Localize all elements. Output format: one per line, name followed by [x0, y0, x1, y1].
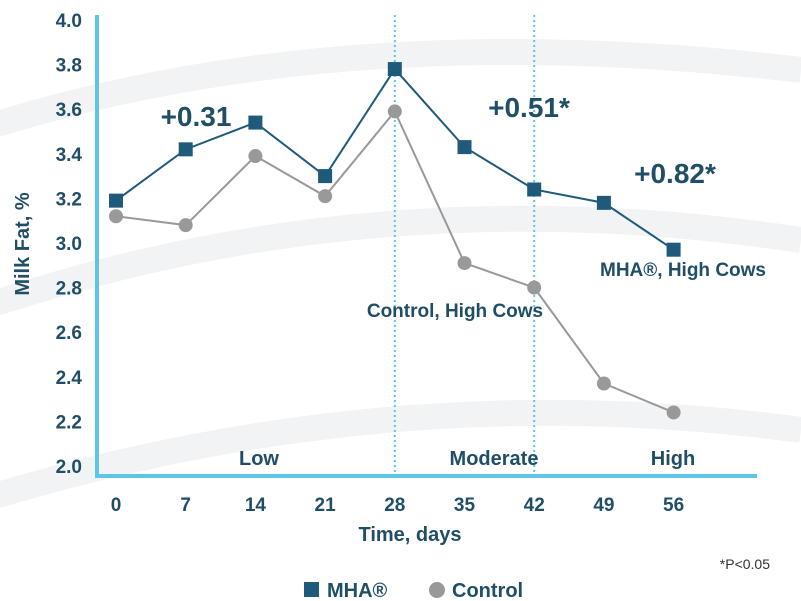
data-point-mha: [387, 62, 402, 77]
x-tick-label: 35: [454, 495, 476, 516]
y-axis-title: Milk Fat, %: [12, 192, 34, 296]
legend-marker-control: [429, 582, 445, 598]
data-point-mha: [527, 182, 542, 197]
x-axis-title: Time, days: [358, 524, 461, 546]
region-label-low: Low: [239, 448, 279, 470]
data-point-mha: [178, 142, 193, 157]
data-point-control: [387, 104, 402, 119]
x-tick-label: 0: [111, 495, 122, 516]
x-tick-label: 28: [384, 495, 405, 516]
data-point-control: [248, 149, 263, 164]
x-tick-label: 56: [663, 495, 684, 516]
y-tick-label: 2.2: [56, 412, 82, 433]
legend-label-control: Control: [452, 580, 523, 601]
data-point-mha: [666, 242, 681, 257]
y-tick-label: 4.0: [56, 11, 82, 32]
data-point-mha: [109, 193, 123, 208]
legend: MHA® Control: [304, 580, 523, 601]
y-tick-label: 2.8: [56, 279, 82, 300]
y-tick-label: 2.4: [56, 368, 83, 389]
footnote: *P<0.05: [720, 556, 770, 572]
data-point-mha: [248, 115, 263, 130]
data-point-control: [109, 209, 123, 224]
legend-marker-mha: [304, 582, 319, 597]
data-point-mha: [318, 169, 333, 184]
annotation-moderate: +0.51*: [488, 92, 570, 123]
y-tick-label: 2.0: [56, 457, 82, 478]
region-label-moderate: Moderate: [450, 448, 539, 470]
y-tick-label: 3.2: [56, 189, 82, 210]
x-tick-label: 14: [245, 495, 267, 516]
x-tick-label: 21: [315, 495, 337, 516]
x-tick-label: 49: [593, 495, 614, 516]
data-point-mha: [457, 140, 472, 155]
series-label-control: Control, High Cows: [367, 301, 543, 322]
y-tick-label: 3.8: [56, 56, 82, 77]
data-point-control: [527, 280, 542, 295]
series-label-mha: MHA®, High Cows: [600, 260, 766, 281]
data-point-control: [596, 376, 611, 391]
data-point-control: [178, 218, 193, 233]
annotation-low: +0.31: [161, 101, 232, 132]
data-point-control: [666, 405, 681, 420]
y-tick-label: 2.6: [56, 323, 82, 344]
region-label-high: High: [651, 448, 695, 470]
legend-label-mha: MHA®: [327, 580, 388, 601]
x-tick-label: 7: [180, 495, 191, 516]
y-tick-label: 3.6: [56, 100, 82, 121]
y-tick-label: 3.4: [56, 145, 83, 166]
x-tick-label: 42: [524, 495, 545, 516]
y-tick-label: 3.0: [56, 234, 82, 255]
annotation-high: +0.82*: [634, 158, 716, 189]
data-point-control: [457, 256, 472, 271]
data-point-mha: [596, 195, 611, 210]
data-point-control: [318, 189, 333, 204]
